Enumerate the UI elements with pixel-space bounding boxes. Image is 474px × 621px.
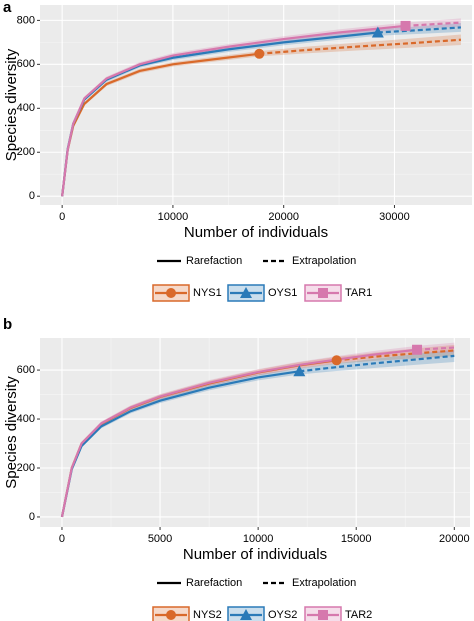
extrapolation-line (336, 349, 455, 362)
marker (400, 20, 411, 31)
y-tick-label: 800 (17, 14, 35, 26)
plot-background (40, 338, 470, 527)
x-tick-label: 20000 (439, 533, 470, 545)
legend-label: Extrapolation (292, 577, 356, 589)
x-tick-label: 10000 (243, 533, 274, 545)
marker (254, 48, 265, 59)
legend-label: OYS2 (268, 609, 297, 621)
x-tick-label: 30000 (379, 211, 410, 223)
y-tick-label: 0 (29, 511, 35, 523)
panel-label: b (3, 316, 12, 333)
extrapolation-line (299, 354, 455, 373)
legend-marker (318, 288, 328, 298)
legend-label: TAR1 (345, 287, 372, 299)
legend-label: NYS2 (193, 609, 222, 621)
legend-marker (166, 288, 176, 298)
x-tick-label: 0 (59, 211, 65, 223)
legend-label: Rarefaction (186, 255, 242, 267)
marker (293, 365, 306, 377)
rarefaction-line (60, 348, 418, 518)
y-axis-title: Species diversity (3, 376, 20, 489)
legend-marker (318, 610, 328, 620)
legend-label: OYS1 (268, 287, 297, 299)
x-tick-label: 0 (59, 533, 65, 545)
y-tick-label: 200 (17, 462, 35, 474)
extrapolation-line (405, 21, 461, 27)
x-tick-label: 5000 (148, 533, 172, 545)
legend-label: Extrapolation (292, 255, 356, 267)
marker (412, 344, 423, 355)
x-axis-title: Number of individuals (184, 224, 328, 241)
legend-marker (240, 287, 252, 298)
legend-marker (166, 610, 176, 620)
marker (331, 355, 342, 366)
y-tick-label: 200 (17, 146, 35, 158)
y-tick-label: 600 (17, 364, 35, 376)
x-tick-label: 20000 (268, 211, 299, 223)
panel-label: a (3, 0, 12, 16)
y-tick-label: 400 (17, 413, 35, 425)
extrapolation-line (259, 38, 461, 55)
extrapolation-line (416, 346, 455, 351)
marker (371, 26, 384, 38)
y-axis-title: Species diversity (3, 48, 20, 161)
x-axis-title: Number of individuals (183, 546, 327, 563)
extrapolation-line (377, 26, 461, 34)
legend-label: TAR2 (345, 609, 372, 621)
x-tick-label: 15000 (341, 533, 372, 545)
legend-label: Rarefaction (186, 577, 242, 589)
rarefaction-line (61, 24, 406, 197)
legend-label: NYS1 (193, 287, 222, 299)
plot-background (40, 5, 472, 205)
x-tick-label: 10000 (158, 211, 189, 223)
y-tick-label: 0 (29, 190, 35, 202)
legend-marker (240, 609, 252, 620)
y-tick-label: 400 (17, 102, 35, 114)
y-tick-label: 600 (17, 58, 35, 70)
